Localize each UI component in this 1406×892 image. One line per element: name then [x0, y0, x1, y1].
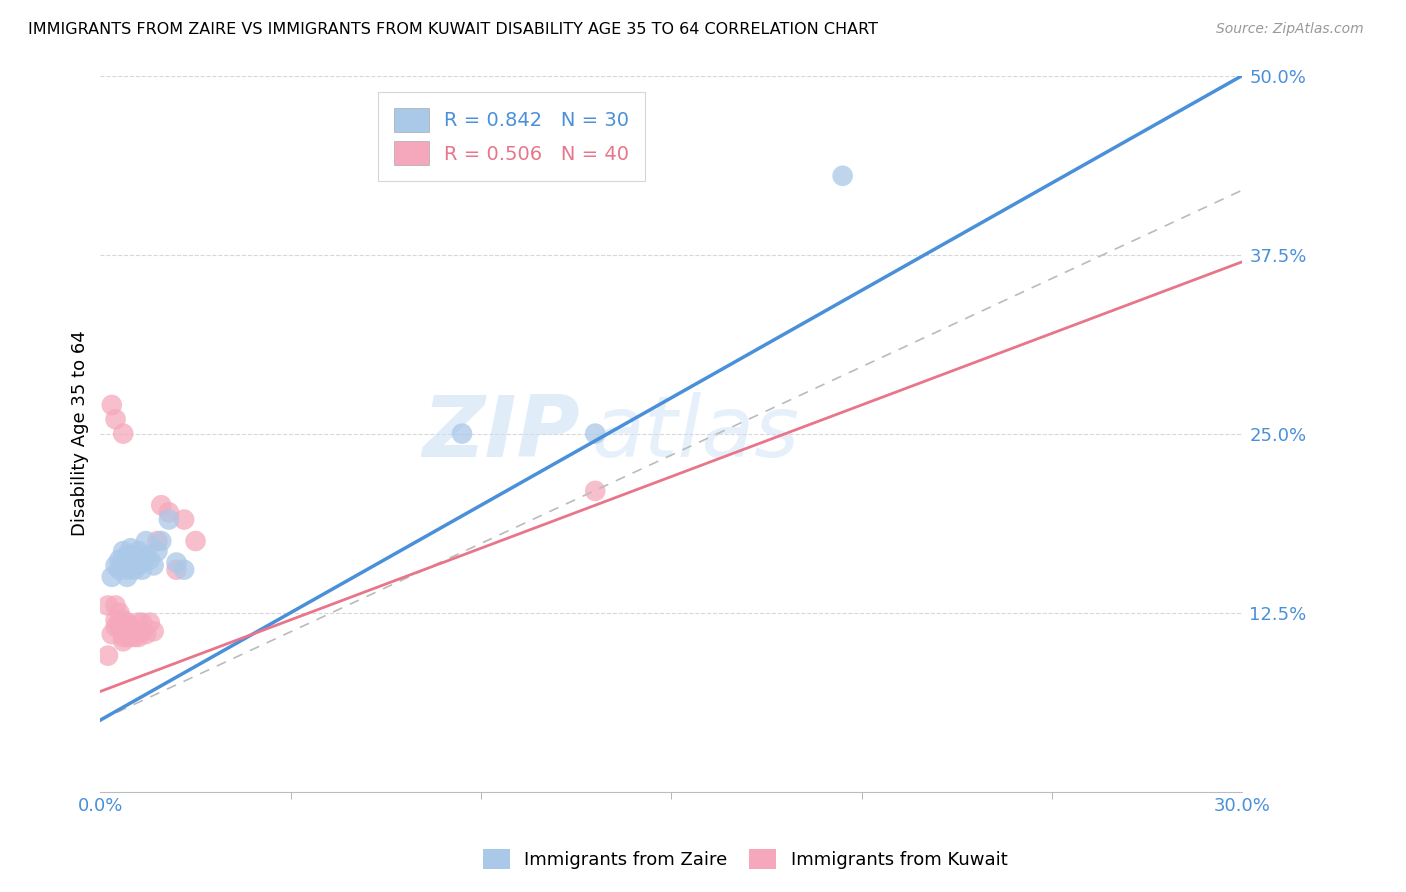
Point: [583, 483, 606, 498]
Text: ZIP: ZIP: [422, 392, 581, 475]
Point: [184, 534, 207, 549]
Point: [124, 549, 146, 563]
Point: [166, 563, 188, 577]
Point: [115, 570, 138, 584]
Legend: R = 0.842   N = 30, R = 0.506   N = 40: R = 0.842 N = 30, R = 0.506 N = 40: [378, 93, 645, 181]
Point: [131, 624, 153, 639]
Point: [120, 627, 142, 641]
Point: [115, 630, 138, 644]
Legend: Immigrants from Zaire, Immigrants from Kuwait: Immigrants from Zaire, Immigrants from K…: [474, 839, 1017, 879]
Point: [120, 552, 142, 566]
Point: [115, 624, 138, 639]
Point: [115, 549, 138, 563]
Point: [100, 398, 122, 412]
Point: [124, 630, 146, 644]
Point: [139, 552, 162, 566]
Point: [131, 615, 153, 630]
Point: [120, 541, 142, 556]
Point: [150, 498, 173, 512]
Point: [173, 512, 195, 526]
Point: [124, 563, 146, 577]
Point: [104, 412, 127, 426]
Point: [157, 505, 180, 519]
Point: [108, 606, 131, 620]
Point: [112, 613, 135, 627]
Point: [583, 426, 606, 441]
Point: [127, 615, 149, 630]
Point: [127, 544, 149, 558]
Point: [120, 630, 142, 644]
Point: [127, 630, 149, 644]
Point: [112, 624, 135, 639]
Point: [120, 558, 142, 573]
Point: [173, 563, 195, 577]
Point: [157, 512, 180, 526]
Point: [115, 615, 138, 630]
Point: [139, 615, 162, 630]
Point: [100, 570, 122, 584]
Point: [166, 556, 188, 570]
Text: Source: ZipAtlas.com: Source: ZipAtlas.com: [1216, 22, 1364, 37]
Point: [112, 556, 135, 570]
Point: [142, 624, 165, 639]
Point: [104, 620, 127, 634]
Point: [108, 563, 131, 577]
Point: [124, 624, 146, 639]
Point: [150, 534, 173, 549]
Point: [112, 544, 135, 558]
Point: [97, 599, 120, 613]
Point: [100, 627, 122, 641]
Point: [108, 620, 131, 634]
Point: [108, 552, 131, 566]
Point: [120, 620, 142, 634]
Point: [127, 558, 149, 573]
Point: [451, 426, 474, 441]
Point: [131, 556, 153, 570]
Point: [112, 634, 135, 648]
Y-axis label: Disability Age 35 to 64: Disability Age 35 to 64: [72, 331, 89, 536]
Point: [146, 544, 169, 558]
Point: [104, 613, 127, 627]
Text: atlas: atlas: [592, 392, 800, 475]
Point: [131, 563, 153, 577]
Point: [104, 558, 127, 573]
Point: [104, 599, 127, 613]
Point: [112, 426, 135, 441]
Point: [97, 648, 120, 663]
Point: [135, 627, 157, 641]
Point: [115, 563, 138, 577]
Point: [120, 620, 142, 634]
Point: [135, 534, 157, 549]
Text: IMMIGRANTS FROM ZAIRE VS IMMIGRANTS FROM KUWAIT DISABILITY AGE 35 TO 64 CORRELAT: IMMIGRANTS FROM ZAIRE VS IMMIGRANTS FROM…: [28, 22, 879, 37]
Point: [112, 630, 135, 644]
Point: [135, 549, 157, 563]
Point: [127, 624, 149, 639]
Point: [831, 169, 853, 183]
Point: [142, 558, 165, 573]
Point: [146, 534, 169, 549]
Point: [108, 615, 131, 630]
